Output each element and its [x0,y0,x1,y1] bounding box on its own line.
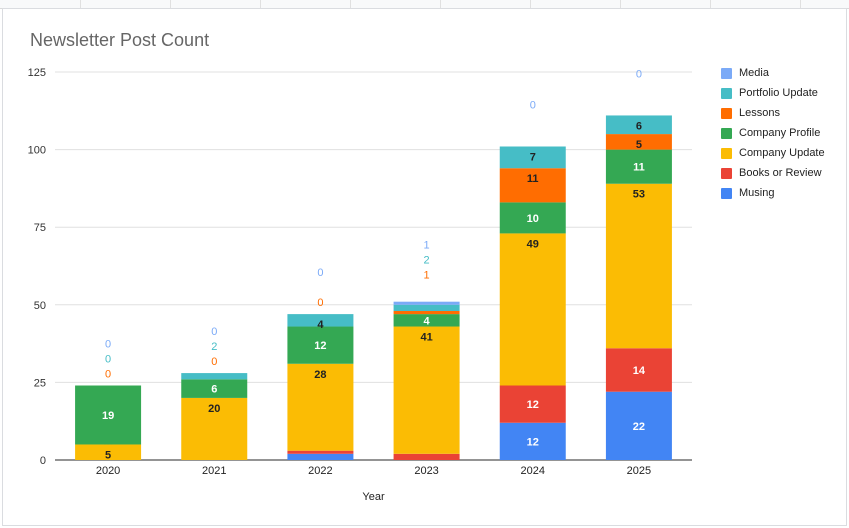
y-tick-label: 50 [34,300,46,312]
bar-company-update [287,363,354,451]
bar-books-or-review [605,348,672,392]
data-label: 5 [636,139,642,151]
chart-title: Newsletter Post Count [30,30,210,50]
bar-company-update [499,233,566,386]
bar-portfolio-update [605,115,672,135]
x-tick-label: 2022 [308,465,332,477]
data-label: 19 [102,410,114,422]
bar-company-update [605,183,672,349]
data-label: 11 [633,162,645,174]
bar-company-profile [393,314,460,327]
legend-swatch [721,87,732,99]
legend-item[interactable]: Books or Review [721,163,825,183]
data-label: 14 [633,365,646,377]
legend-item[interactable]: Company Update [721,143,825,163]
bar-musing [287,453,354,460]
bar-media [393,301,460,305]
bar-portfolio-update [287,314,354,327]
bar-company-profile [75,385,142,445]
data-label: 20 [208,403,220,415]
x-tick-label: 2025 [627,465,651,477]
bar-lessons [605,134,672,150]
bar-lessons [499,168,566,203]
legend-item[interactable]: Media [721,63,825,83]
data-label: 5 [105,449,111,461]
legend-item[interactable]: Lessons [721,103,825,123]
bar-musing [499,422,566,460]
legend-label: Musing [739,187,775,199]
legend-swatch [721,67,732,79]
x-tick-label: 2023 [414,465,438,477]
x-tick-label: 2020 [96,465,120,477]
bar-musing [605,391,672,460]
legend-swatch [721,127,732,139]
data-label: 2 [424,255,430,267]
bar-books-or-review [499,385,566,423]
bar-lessons [393,311,460,315]
data-label: 0 [211,356,217,368]
legend-swatch [721,107,732,119]
data-label: 7 [530,151,536,163]
legend-label: Company Profile [739,127,821,139]
data-label: 0 [317,267,323,279]
bar-company-update [393,326,460,454]
data-label: 0 [636,68,642,80]
bar-company-profile [287,326,354,364]
bar-company-profile [181,379,248,398]
data-label: 11 [527,173,539,185]
data-label: 0 [105,369,111,381]
data-label: 12 [527,399,539,411]
bar-company-profile [605,149,672,184]
y-tick-label: 0 [40,455,46,467]
data-label: 6 [211,384,217,396]
chart-legend: Media Portfolio Update Lessons Company Prof… [721,63,825,203]
data-label: 0 [317,297,323,309]
bar-company-profile [499,202,566,234]
y-tick-label: 100 [28,145,46,157]
y-tick-label: 125 [28,67,46,79]
legend-item[interactable]: Company Profile [721,123,825,143]
legend-swatch [721,187,732,199]
data-label: 0 [105,354,111,366]
bar-company-update [181,397,248,460]
data-label: 53 [633,189,645,201]
legend-item[interactable]: Musing [721,183,825,203]
data-label: 4 [424,315,431,327]
data-label: 12 [314,340,326,352]
data-label: 1 [424,270,430,282]
x-tick-label: 2021 [202,465,226,477]
bar-books-or-review [393,453,460,460]
x-tick-label: 2024 [521,465,545,477]
data-label: 2 [211,341,217,353]
legend-label: Books or Review [739,167,822,179]
legend-label: Portfolio Update [739,87,818,99]
bar-portfolio-update [499,146,566,169]
data-label: 12 [527,436,539,448]
data-label: 22 [633,421,645,433]
x-axis-title: Year [362,491,385,503]
y-tick-label: 25 [34,377,46,389]
bar-portfolio-update [393,304,460,312]
data-label: 10 [527,213,539,225]
bar-company-update [75,444,142,460]
legend-swatch [721,147,732,159]
legend-label: Company Update [739,147,825,159]
data-label: 28 [314,369,326,381]
legend-item[interactable]: Portfolio Update [721,83,825,103]
data-label: 4 [317,319,324,331]
legend-swatch [721,167,732,179]
data-label: 0 [105,339,111,351]
data-label: 49 [527,238,539,250]
legend-label: Media [739,67,769,79]
bar-portfolio-update [181,373,248,380]
y-tick-label: 75 [34,222,46,234]
data-label: 6 [636,120,642,132]
legend-label: Lessons [739,107,780,119]
data-label: 1 [424,240,430,252]
data-label: 41 [420,332,432,344]
bar-books-or-review [287,450,354,454]
data-label: 0 [530,99,536,111]
data-label: 0 [211,326,217,338]
